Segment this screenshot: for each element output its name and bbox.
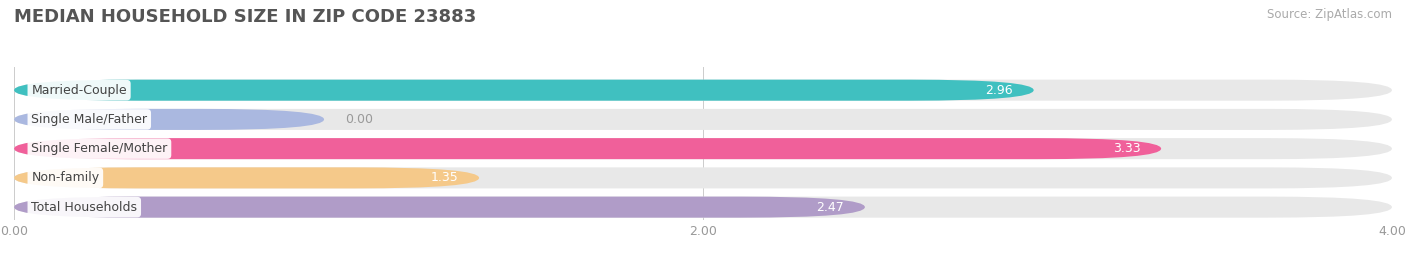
- Text: 1.35: 1.35: [430, 171, 458, 184]
- Text: Single Male/Father: Single Male/Father: [31, 113, 148, 126]
- FancyBboxPatch shape: [14, 109, 1392, 130]
- FancyBboxPatch shape: [14, 80, 1392, 101]
- Text: Source: ZipAtlas.com: Source: ZipAtlas.com: [1267, 8, 1392, 21]
- FancyBboxPatch shape: [14, 138, 1161, 159]
- Text: Single Female/Mother: Single Female/Mother: [31, 142, 167, 155]
- FancyBboxPatch shape: [14, 167, 479, 188]
- Text: Non-family: Non-family: [31, 171, 100, 184]
- Text: 2.96: 2.96: [986, 84, 1012, 97]
- Text: 2.47: 2.47: [817, 201, 844, 214]
- FancyBboxPatch shape: [14, 197, 1392, 218]
- Text: 3.33: 3.33: [1114, 142, 1140, 155]
- FancyBboxPatch shape: [14, 197, 865, 218]
- Text: Total Households: Total Households: [31, 201, 138, 214]
- Text: MEDIAN HOUSEHOLD SIZE IN ZIP CODE 23883: MEDIAN HOUSEHOLD SIZE IN ZIP CODE 23883: [14, 8, 477, 26]
- Text: Married-Couple: Married-Couple: [31, 84, 127, 97]
- FancyBboxPatch shape: [14, 138, 1392, 159]
- FancyBboxPatch shape: [14, 80, 1033, 101]
- Text: 0.00: 0.00: [344, 113, 373, 126]
- FancyBboxPatch shape: [14, 167, 1392, 188]
- FancyBboxPatch shape: [14, 109, 323, 130]
